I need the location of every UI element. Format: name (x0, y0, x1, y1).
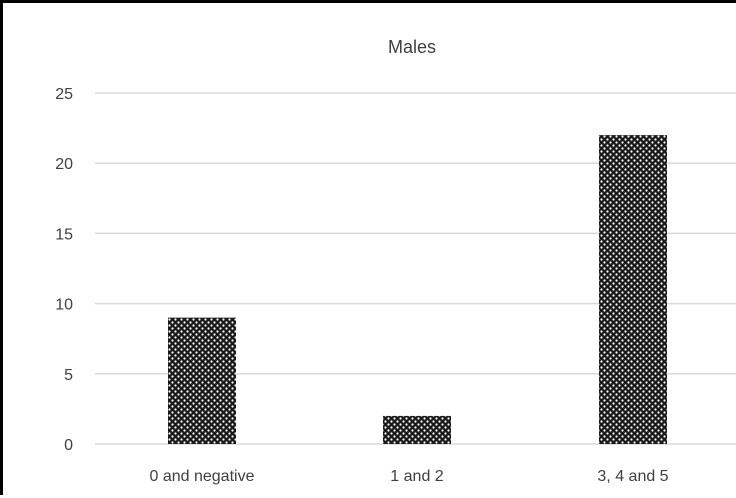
y-tick-label: 15 (55, 226, 73, 243)
bars (168, 135, 667, 444)
y-tick-label: 25 (55, 86, 73, 103)
y-tick-label: 0 (64, 437, 73, 454)
x-axis-tick-labels: 0 and negative 1 and 2 3, 4 and 5 (150, 468, 669, 485)
y-tick-label: 5 (64, 367, 73, 384)
y-tick-label: 20 (55, 156, 73, 173)
y-tick-label: 10 (55, 297, 73, 314)
x-tick-label: 3, 4 and 5 (597, 468, 668, 485)
chart-title: Males (388, 37, 436, 57)
bar-1 (168, 317, 236, 444)
bar-chart: Males 0 5 10 15 20 25 0 and negative 1 and 2 3,… (55, 37, 736, 485)
x-tick-label: 1 and 2 (390, 468, 443, 485)
bar-3 (599, 135, 667, 444)
x-tick-label: 0 and negative (150, 468, 255, 485)
y-axis-tick-labels: 0 5 10 15 20 25 (55, 86, 73, 454)
bar-2 (383, 415, 451, 444)
